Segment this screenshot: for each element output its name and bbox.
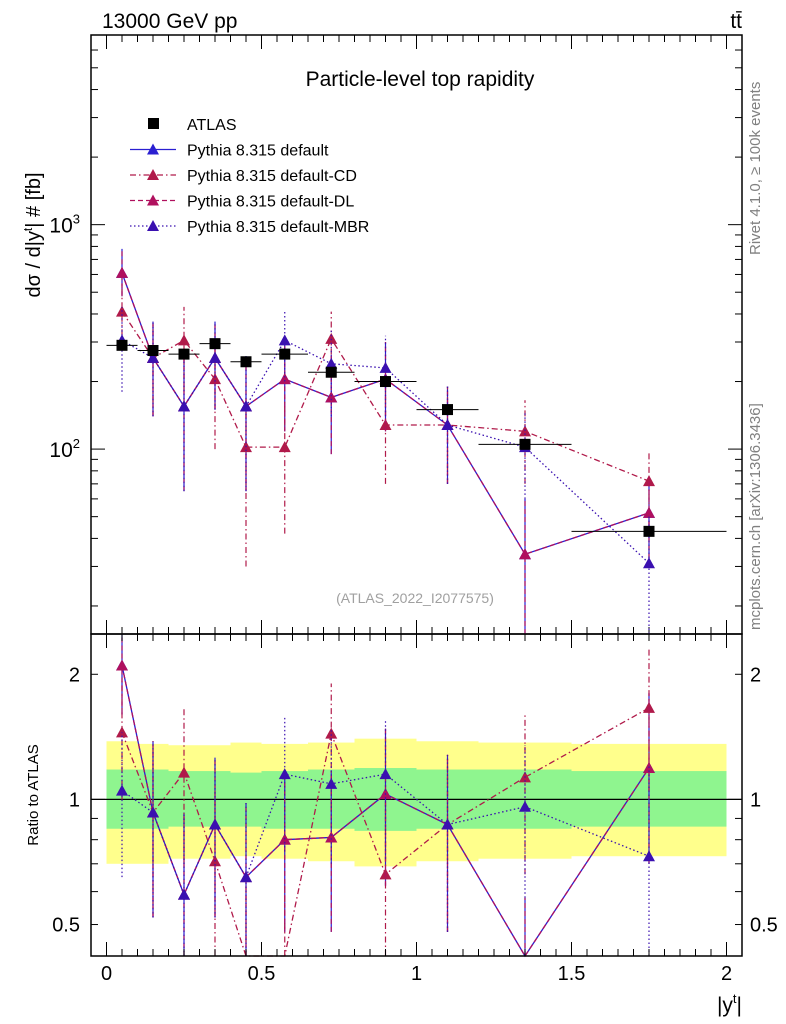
main-point-cd bbox=[178, 334, 190, 346]
legend-marker-cd bbox=[147, 169, 159, 180]
process-label: tt̄ bbox=[730, 10, 742, 33]
ratio-point-mbr bbox=[209, 818, 221, 830]
data-point-atlas bbox=[380, 376, 391, 388]
main-point-cd bbox=[379, 419, 392, 431]
main-point-mbr bbox=[643, 557, 655, 569]
main-point-mbr bbox=[240, 400, 252, 412]
legend-label-data: ATLAS bbox=[187, 117, 237, 134]
ratio-y-tick-label-left: 1 bbox=[69, 789, 80, 811]
data-point-atlas bbox=[325, 366, 337, 378]
x-tick-label: 1.5 bbox=[558, 963, 586, 985]
rivet-version-label: Rivet 4.1.0, ≥ 100k events bbox=[747, 82, 764, 255]
main-point-mbr bbox=[278, 334, 291, 346]
ratio-y-tick-label-right: 2 bbox=[750, 664, 761, 686]
y-tick-label-2: 102 bbox=[49, 436, 80, 462]
data-point-atlas bbox=[279, 348, 291, 360]
data-point-atlas bbox=[147, 344, 159, 356]
ratio-point-mbr bbox=[441, 818, 454, 830]
legend-label-cd: Pythia 8.315 default-CD bbox=[187, 168, 357, 185]
ratio-y-tick-label-right: 1 bbox=[750, 789, 761, 811]
legend-marker-atlas bbox=[148, 118, 159, 129]
ratio-point-cd bbox=[325, 727, 338, 739]
ratio-point-mbr bbox=[278, 768, 291, 780]
watermark-label: (ATLAS_2022_I2077575) bbox=[336, 590, 494, 606]
ratio-plot-frame bbox=[90, 633, 743, 957]
main-point-cd bbox=[325, 332, 338, 344]
data-point-atlas bbox=[209, 338, 221, 350]
ratio-point-mbr bbox=[643, 850, 655, 862]
ratio-point-mbr bbox=[325, 777, 338, 789]
x-tick-label: 1 bbox=[411, 963, 422, 985]
ratio-y-tick-label-left: 2 bbox=[69, 664, 80, 686]
main-chart-title: Particle-level top rapidity bbox=[306, 68, 535, 91]
ratio-point-dl bbox=[325, 831, 338, 843]
ratio-plot-area: 0.5 0.5 1 1 2 2 0 0.5 1 1.5 2 bbox=[52, 633, 778, 985]
ratio-point-dl bbox=[116, 659, 128, 671]
main-point-mbr bbox=[147, 351, 159, 363]
x-axis-label: |yt| bbox=[717, 991, 742, 1017]
ratio-line-mbr bbox=[121, 773, 650, 897]
ratio-point-cd bbox=[116, 726, 128, 738]
main-point-dl bbox=[278, 373, 291, 385]
y-tick-label-3: 103 bbox=[49, 212, 80, 238]
ratio-y-tick-label-right: 0.5 bbox=[750, 915, 778, 937]
ratio-y-axis-label: Ratio to ATLAS bbox=[25, 744, 42, 845]
ratio-point-mbr bbox=[116, 784, 128, 796]
ratio-point-mbr bbox=[379, 768, 392, 780]
main-point-mbr bbox=[379, 361, 392, 373]
main-point-mbr bbox=[178, 400, 190, 412]
energy-label: 13000 GeV pp bbox=[102, 10, 237, 33]
data-point-atlas bbox=[643, 525, 655, 537]
main-point-mbr bbox=[209, 351, 221, 363]
data-point-atlas bbox=[519, 438, 531, 450]
x-tick-label: 2 bbox=[721, 963, 732, 985]
main-point-dl bbox=[116, 266, 128, 278]
data-point-atlas bbox=[240, 356, 252, 368]
data-point-atlas bbox=[178, 348, 190, 360]
x-tick-label: 0.5 bbox=[248, 963, 276, 985]
main-line-dl bbox=[121, 272, 650, 556]
main-plot-area: 102 103 bbox=[49, 34, 743, 635]
ratio-point-mbr bbox=[519, 800, 531, 812]
ratio-point-cd bbox=[178, 766, 190, 778]
main-panel: 102 103 Particle-level top rapidity (ATLA… bbox=[21, 34, 743, 635]
mcplots-label: mcplots.cern.ch [arXiv:1306.3436] bbox=[747, 403, 764, 630]
main-point-mbr bbox=[325, 357, 338, 369]
legend-marker-mbr bbox=[147, 220, 159, 231]
legend-label-mbr: Pythia 8.315 default-MBR bbox=[187, 219, 369, 236]
main-point-dl bbox=[519, 548, 531, 560]
main-point-mbr bbox=[441, 419, 454, 431]
main-point-cd bbox=[209, 373, 221, 385]
ratio-y-tick-label-left: 0.5 bbox=[52, 915, 80, 937]
ratio-point-mbr bbox=[147, 806, 159, 818]
data-point-atlas bbox=[116, 339, 128, 351]
ratio-point-mbr bbox=[240, 871, 252, 883]
legend-marker-dl bbox=[147, 194, 159, 206]
main-point-cd bbox=[278, 441, 291, 453]
main-point-cd bbox=[643, 475, 655, 487]
main-y-axis-label: dσ / d|yt| # [fb] bbox=[21, 172, 45, 297]
ratio-point-mbr bbox=[178, 888, 190, 900]
legend: ATLAS Pythia 8.315 default Pythia 8.315 de… bbox=[130, 117, 369, 236]
main-point-dl bbox=[643, 506, 655, 518]
main-point-dl bbox=[325, 391, 338, 403]
ratio-panel: 0.5 0.5 1 1 2 2 0 0.5 1 1.5 2 Ratio to ATLAS |yt| bbox=[25, 633, 778, 1017]
legend-label-dl: Pythia 8.315 default-DL bbox=[187, 194, 354, 211]
legend-label-default: Pythia 8.315 default bbox=[187, 143, 329, 160]
x-tick-label: 0 bbox=[101, 963, 112, 985]
legend-marker-default bbox=[147, 143, 159, 155]
data-point-atlas bbox=[442, 404, 453, 416]
